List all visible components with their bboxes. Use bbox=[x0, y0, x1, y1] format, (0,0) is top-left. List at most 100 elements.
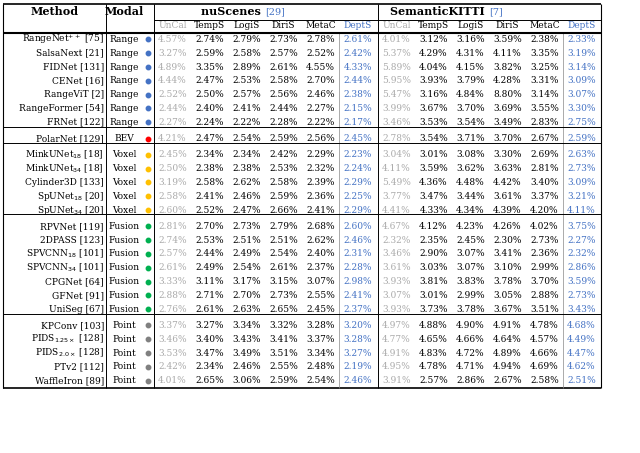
Text: 2.88%: 2.88% bbox=[158, 291, 187, 300]
Text: 2.45%: 2.45% bbox=[158, 150, 187, 159]
Text: CPGNet [64]: CPGNet [64] bbox=[45, 277, 104, 286]
Text: 3.08%: 3.08% bbox=[456, 150, 485, 159]
Text: 3.12%: 3.12% bbox=[419, 35, 448, 44]
Text: 2.29%: 2.29% bbox=[307, 150, 335, 159]
Text: 2.39%: 2.39% bbox=[307, 178, 335, 187]
Text: 2.44%: 2.44% bbox=[343, 76, 372, 85]
Text: 2.78%: 2.78% bbox=[306, 35, 335, 44]
Text: DeptS: DeptS bbox=[344, 21, 372, 30]
Text: 2.41%: 2.41% bbox=[343, 291, 372, 300]
Text: 4.01%: 4.01% bbox=[158, 376, 187, 385]
Text: 2.99%: 2.99% bbox=[530, 263, 559, 272]
Text: Range: Range bbox=[109, 118, 139, 127]
Text: 4.83%: 4.83% bbox=[419, 348, 448, 357]
Text: Point: Point bbox=[112, 362, 136, 371]
Text: 2.58%: 2.58% bbox=[269, 178, 298, 187]
Text: 3.34%: 3.34% bbox=[232, 321, 260, 330]
Text: 2.48%: 2.48% bbox=[306, 362, 335, 371]
Text: Method: Method bbox=[31, 6, 79, 17]
Text: 3.05%: 3.05% bbox=[493, 291, 522, 300]
Text: 2.78%: 2.78% bbox=[382, 134, 411, 143]
Text: 4.23%: 4.23% bbox=[456, 222, 484, 231]
Text: 2.57%: 2.57% bbox=[419, 376, 448, 385]
Text: RPVNet [119]: RPVNet [119] bbox=[40, 222, 104, 231]
Text: 2.73%: 2.73% bbox=[269, 35, 298, 44]
Text: Voxel: Voxel bbox=[112, 150, 136, 159]
Text: 3.79%: 3.79% bbox=[456, 76, 485, 85]
Text: 3.06%: 3.06% bbox=[232, 376, 261, 385]
Text: 2.31%: 2.31% bbox=[343, 250, 372, 258]
Text: Fusion: Fusion bbox=[108, 263, 140, 272]
Text: 4.49%: 4.49% bbox=[567, 335, 596, 344]
Text: 3.67%: 3.67% bbox=[419, 104, 448, 113]
Text: 2.59%: 2.59% bbox=[195, 49, 224, 58]
Text: 3.21%: 3.21% bbox=[567, 192, 596, 201]
Text: 2.73%: 2.73% bbox=[531, 236, 559, 245]
Text: 2.46%: 2.46% bbox=[343, 236, 372, 245]
Text: 3.01%: 3.01% bbox=[419, 150, 448, 159]
Text: 3.69%: 3.69% bbox=[493, 104, 522, 113]
Text: 2.60%: 2.60% bbox=[343, 222, 372, 231]
Text: 2.58%: 2.58% bbox=[158, 192, 187, 201]
Text: 3.46%: 3.46% bbox=[158, 335, 187, 344]
Text: 3.40%: 3.40% bbox=[195, 335, 224, 344]
Text: 3.37%: 3.37% bbox=[158, 321, 187, 330]
Text: Range: Range bbox=[109, 90, 139, 99]
Text: SPVCNN$_{18}$ [101]: SPVCNN$_{18}$ [101] bbox=[26, 248, 104, 260]
Text: 4.88%: 4.88% bbox=[419, 321, 448, 330]
Text: 2.42%: 2.42% bbox=[343, 49, 372, 58]
Text: 3.16%: 3.16% bbox=[456, 35, 485, 44]
Text: 3.93%: 3.93% bbox=[382, 304, 411, 313]
Text: MinkUNet$_{18}$ [18]: MinkUNet$_{18}$ [18] bbox=[26, 149, 104, 161]
Text: MinkUNet$_{34}$ [18]: MinkUNet$_{34}$ [18] bbox=[26, 162, 104, 175]
Text: 4.94%: 4.94% bbox=[493, 362, 522, 371]
Text: 3.78%: 3.78% bbox=[493, 277, 522, 286]
Text: 2.45%: 2.45% bbox=[343, 134, 372, 143]
Text: 3.67%: 3.67% bbox=[493, 304, 522, 313]
Text: Voxel: Voxel bbox=[112, 178, 136, 187]
Text: 2.70%: 2.70% bbox=[306, 76, 335, 85]
Text: 4.89%: 4.89% bbox=[158, 63, 187, 72]
Text: 2.70%: 2.70% bbox=[232, 291, 261, 300]
Text: 2.83%: 2.83% bbox=[531, 118, 559, 127]
Text: 2.34%: 2.34% bbox=[195, 362, 224, 371]
Text: 4.77%: 4.77% bbox=[382, 335, 411, 344]
Text: 2.51%: 2.51% bbox=[269, 236, 298, 245]
Text: UnCal: UnCal bbox=[382, 21, 411, 30]
Text: 2.46%: 2.46% bbox=[306, 90, 335, 99]
Text: 3.27%: 3.27% bbox=[195, 321, 224, 330]
Text: 5.95%: 5.95% bbox=[382, 76, 411, 85]
Text: 2.47%: 2.47% bbox=[195, 134, 224, 143]
Text: 4.62%: 4.62% bbox=[567, 362, 596, 371]
Text: 2.65%: 2.65% bbox=[195, 376, 224, 385]
Text: 4.66%: 4.66% bbox=[530, 348, 559, 357]
Text: 2.73%: 2.73% bbox=[567, 164, 596, 173]
Text: 2.24%: 2.24% bbox=[343, 164, 372, 173]
Text: 2.81%: 2.81% bbox=[158, 222, 187, 231]
Text: 3.41%: 3.41% bbox=[269, 335, 298, 344]
Text: 3.93%: 3.93% bbox=[382, 277, 411, 286]
Text: 2.76%: 2.76% bbox=[158, 304, 187, 313]
Text: 2.36%: 2.36% bbox=[307, 192, 335, 201]
Text: 3.49%: 3.49% bbox=[232, 348, 261, 357]
Text: FRNet [122]: FRNet [122] bbox=[47, 118, 104, 127]
Text: 4.69%: 4.69% bbox=[530, 362, 559, 371]
Text: CENet [16]: CENet [16] bbox=[52, 76, 104, 85]
Text: 3.16%: 3.16% bbox=[419, 90, 448, 99]
Text: UniSeg [67]: UniSeg [67] bbox=[49, 304, 104, 313]
Text: 4.42%: 4.42% bbox=[493, 178, 522, 187]
Text: 3.17%: 3.17% bbox=[232, 277, 261, 286]
Text: 2.63%: 2.63% bbox=[232, 304, 260, 313]
Text: 4.12%: 4.12% bbox=[419, 222, 448, 231]
Text: 4.72%: 4.72% bbox=[456, 348, 485, 357]
Text: 2.38%: 2.38% bbox=[531, 35, 559, 44]
Text: 2.57%: 2.57% bbox=[232, 90, 261, 99]
Text: 2.61%: 2.61% bbox=[195, 304, 224, 313]
Text: 4.36%: 4.36% bbox=[419, 178, 448, 187]
Text: 2.28%: 2.28% bbox=[269, 118, 298, 127]
Text: 3.47%: 3.47% bbox=[419, 192, 448, 201]
Text: 2.73%: 2.73% bbox=[232, 222, 260, 231]
Text: 2.99%: 2.99% bbox=[456, 291, 485, 300]
Text: 2.54%: 2.54% bbox=[232, 134, 261, 143]
Text: 4.78%: 4.78% bbox=[530, 321, 559, 330]
